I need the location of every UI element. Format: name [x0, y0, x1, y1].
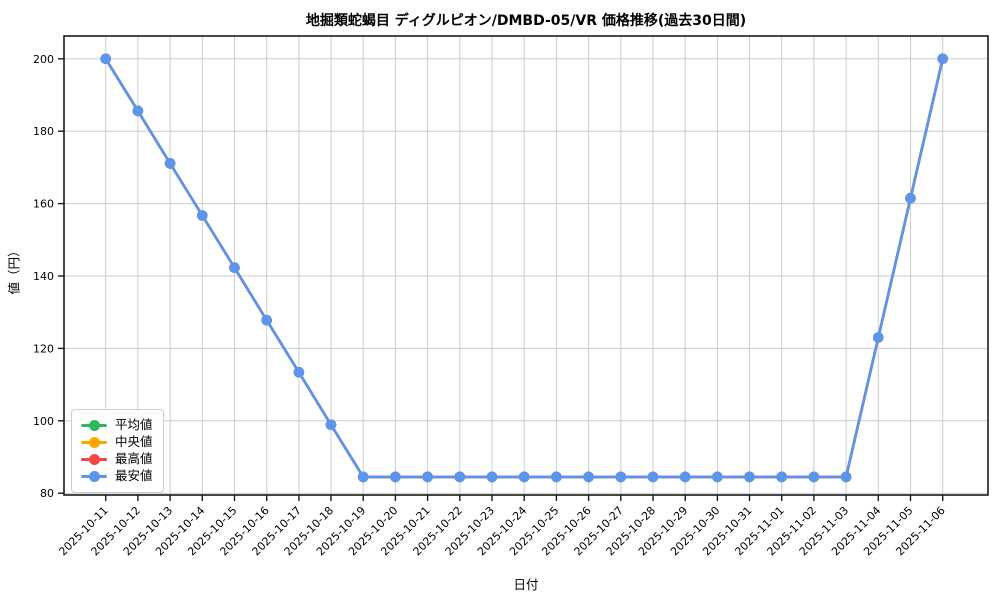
legend-label-median: 中央値	[115, 434, 153, 450]
svg-text:120: 120	[33, 342, 54, 355]
legend-label-average: 平均値	[115, 417, 153, 433]
svg-text:100: 100	[33, 415, 54, 428]
line-dot-marker-icon	[81, 437, 107, 449]
line-dot-marker-icon	[81, 420, 107, 432]
line-dot-marker-icon	[81, 454, 107, 466]
svg-text:160: 160	[33, 198, 54, 211]
svg-text:140: 140	[33, 270, 54, 283]
x-axis-label: 日付	[513, 577, 539, 592]
legend-label-max: 最高値	[115, 451, 153, 467]
legend-label-min: 最安値	[115, 468, 153, 484]
svg-text:200: 200	[33, 53, 54, 66]
svg-text:80: 80	[40, 487, 54, 500]
line-dot-marker-icon	[81, 471, 107, 483]
legend-item-max: 最高値	[81, 451, 153, 468]
chart-title: 地掘類蛇蝎目 ディグルピオン/DMBD-05/VR 価格推移(過去30日間)	[305, 13, 747, 29]
legend-item-average: 平均値	[81, 417, 153, 434]
legend-item-median: 中央値	[81, 434, 153, 451]
legend-item-min: 最安値	[81, 468, 153, 485]
legend: 平均値 中央値 最高値 最安値	[71, 409, 164, 493]
svg-text:180: 180	[33, 125, 54, 138]
